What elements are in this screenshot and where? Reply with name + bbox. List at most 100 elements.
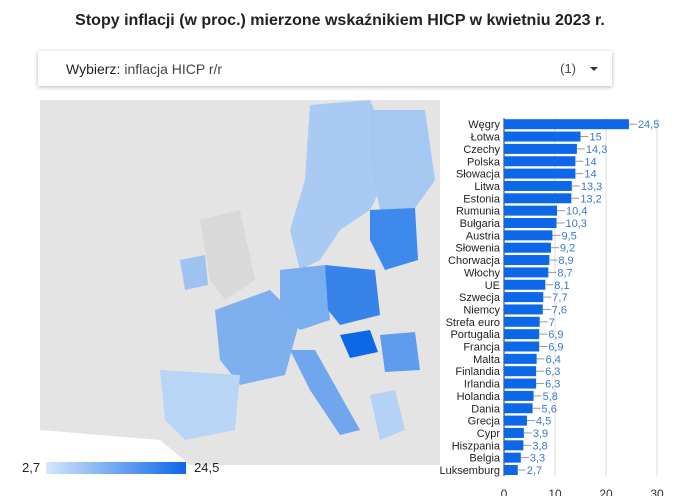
bar xyxy=(504,341,540,352)
bar xyxy=(504,465,518,475)
data-label: 6,9 xyxy=(548,329,563,341)
category-label: Szwecja xyxy=(459,292,501,304)
category-label: Holandia xyxy=(457,391,501,403)
legend-gradient xyxy=(46,461,187,474)
category-label: Cypr xyxy=(477,428,501,440)
category-label: Niemcy xyxy=(463,304,500,316)
indicator-dropdown[interactable]: Wybierz: inflacja HICP r/r (1) xyxy=(38,51,612,86)
data-label: 24,5 xyxy=(638,119,659,131)
category-label: Łotwa xyxy=(471,132,501,144)
data-label: 7 xyxy=(549,317,555,329)
category-label: Włochy xyxy=(464,267,501,279)
category-label: Węgry xyxy=(468,119,500,131)
data-label: 3,3 xyxy=(530,453,545,465)
category-label: Rumunia xyxy=(456,206,501,218)
category-label: Chorwacja xyxy=(448,255,501,267)
category-label: Finlandia xyxy=(455,366,501,378)
category-label: UE xyxy=(485,280,500,292)
category-label: Austria xyxy=(466,230,501,242)
data-label: 5,6 xyxy=(542,403,557,415)
data-label: 14 xyxy=(584,156,596,168)
data-label: 6,3 xyxy=(545,366,560,378)
bar xyxy=(504,156,576,167)
bar xyxy=(504,452,521,463)
bar xyxy=(504,168,576,179)
map-region-hungary[interactable] xyxy=(340,330,378,358)
category-label: Irlandia xyxy=(464,379,501,391)
category-label: Strefa euro xyxy=(446,317,500,329)
map-region-poland[interactable] xyxy=(325,265,380,325)
data-label: 9,5 xyxy=(561,230,576,242)
data-label: 6,4 xyxy=(546,354,561,366)
x-tick-label: 0 xyxy=(501,487,508,496)
dropdown-count: (1) xyxy=(560,61,576,76)
data-label: 7,7 xyxy=(552,292,567,304)
bar xyxy=(504,316,540,327)
category-label: Czechy xyxy=(463,144,500,156)
data-label: 3,8 xyxy=(532,440,547,452)
data-label: 7,6 xyxy=(552,304,567,316)
bar xyxy=(504,143,577,154)
legend-max: 24,5 xyxy=(194,460,220,475)
caret-down-icon[interactable] xyxy=(590,66,598,71)
bar xyxy=(504,390,534,401)
category-label: Portugalia xyxy=(450,329,500,341)
europe-map xyxy=(40,100,440,465)
bar xyxy=(504,440,524,451)
data-label: 8,9 xyxy=(558,255,573,267)
bar xyxy=(504,119,629,130)
category-label: Estonia xyxy=(463,193,501,205)
data-label: 5,8 xyxy=(543,391,558,403)
map-region-scandinavia[interactable] xyxy=(290,100,395,270)
category-label: Hiszpania xyxy=(452,440,501,452)
bar xyxy=(504,255,550,266)
chart-title: Stopy inflacji (w proc.) mierzone wskaźn… xyxy=(75,12,605,29)
dropdown-label-text: Wybierz xyxy=(66,60,117,77)
map-region-italy[interactable] xyxy=(290,350,360,435)
bar xyxy=(504,378,537,389)
category-label: Litwa xyxy=(474,181,501,193)
data-label: 15 xyxy=(590,132,602,144)
bar xyxy=(504,193,572,204)
bar xyxy=(504,218,557,228)
data-label: 14 xyxy=(584,169,596,181)
category-label: Polska xyxy=(467,156,501,168)
category-label: Dania xyxy=(471,403,501,415)
data-label: 2,7 xyxy=(527,465,542,477)
bar xyxy=(504,403,533,414)
bar xyxy=(504,180,572,191)
bar xyxy=(504,304,543,315)
map-region-france[interactable] xyxy=(215,290,300,385)
map-region-greece[interactable] xyxy=(370,390,405,440)
category-label: Grecja xyxy=(468,416,501,428)
bar xyxy=(504,230,553,241)
bar xyxy=(504,267,549,278)
category-label: Belgia xyxy=(469,453,500,465)
bar xyxy=(504,427,524,438)
category-label: Malta xyxy=(473,354,501,366)
bar xyxy=(504,353,537,364)
bar xyxy=(504,279,546,290)
data-label: 13,2 xyxy=(580,193,601,205)
data-label: 10,3 xyxy=(566,218,587,230)
data-label: 14,3 xyxy=(586,144,607,156)
data-label: 4,5 xyxy=(536,416,551,428)
map-region-iberia[interactable] xyxy=(160,370,240,440)
map-region-romania[interactable] xyxy=(380,332,420,372)
category-label: Luksemburg xyxy=(439,465,500,477)
map-region-finland[interactable] xyxy=(370,110,435,215)
data-label: 8,1 xyxy=(554,280,569,292)
data-label: 3,9 xyxy=(533,428,548,440)
dropdown-value: inflacja HICP r/r xyxy=(124,60,223,77)
dropdown-label: Wybierz: xyxy=(66,60,121,77)
category-label: Bułgaria xyxy=(460,218,501,230)
bar xyxy=(504,415,527,426)
map-region-germany[interactable] xyxy=(280,265,330,330)
category-label: Francja xyxy=(463,342,501,354)
map-region-baltics[interactable] xyxy=(370,208,418,270)
color-legend: 2,7 24,5 xyxy=(22,460,219,475)
legend-min: 2,7 xyxy=(22,460,41,475)
map-region-ireland[interactable] xyxy=(180,255,208,290)
category-label: Słowenia xyxy=(455,243,501,255)
